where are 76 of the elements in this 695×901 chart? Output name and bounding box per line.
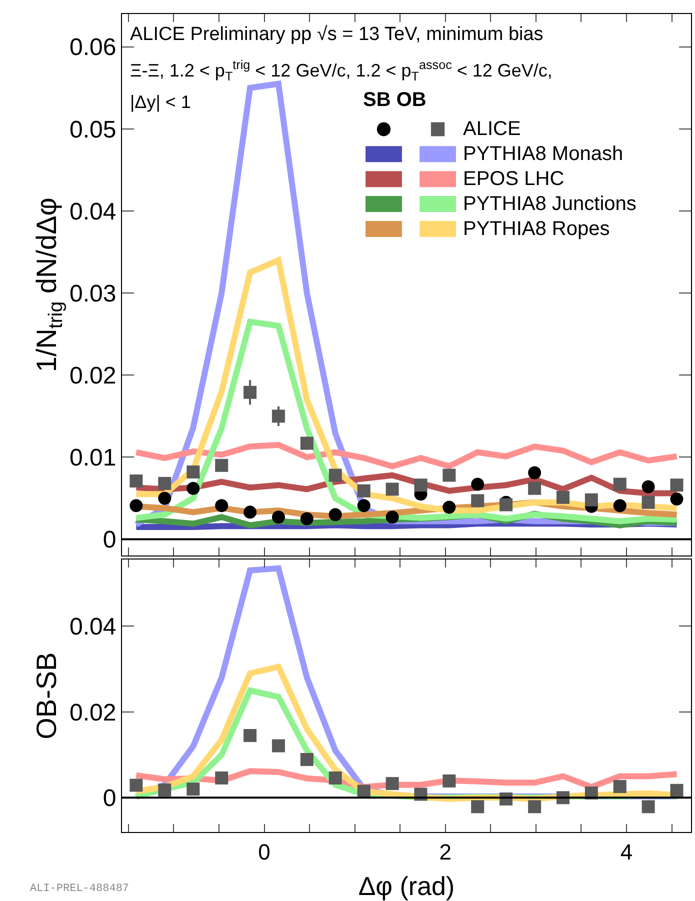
point <box>158 476 172 490</box>
y-tick-label: 0.02 <box>69 699 116 726</box>
point <box>528 800 542 814</box>
point <box>130 778 143 792</box>
point <box>642 480 655 494</box>
legend-label: EPOS LHC <box>463 168 564 190</box>
point <box>613 499 626 512</box>
point <box>442 774 456 788</box>
point <box>186 465 200 478</box>
point <box>215 458 228 472</box>
point <box>642 800 655 814</box>
legend-label: PYTHIA8 Ropes <box>463 218 610 240</box>
y-tick-label: 0.04 <box>69 614 116 641</box>
y-tick-label: 0.03 <box>69 280 116 308</box>
legend-label: PYTHIA8 Junctions <box>463 193 636 215</box>
y-tick-label: 0.05 <box>69 116 116 144</box>
y-tick-label: 0.02 <box>69 362 116 390</box>
legend-label: PYTHIA8 Monash <box>463 143 624 165</box>
x-axis-title: Δφ (rad) <box>358 871 455 901</box>
y-tick-label: 0 <box>102 526 116 554</box>
point <box>328 508 342 522</box>
point <box>272 410 285 423</box>
point <box>386 510 399 524</box>
point <box>642 496 655 509</box>
y-axis-title: OB-SB <box>31 652 62 740</box>
point <box>613 478 626 491</box>
point <box>613 780 626 794</box>
point <box>215 499 228 512</box>
point <box>442 500 456 514</box>
point <box>186 482 200 495</box>
point <box>414 478 428 492</box>
point <box>670 784 684 797</box>
point <box>158 783 172 796</box>
point <box>300 436 314 450</box>
point <box>130 474 143 488</box>
point <box>215 771 228 784</box>
point <box>386 777 399 790</box>
point <box>272 739 285 752</box>
x-tick-label: 2 <box>439 839 452 864</box>
x-tick-label: 0 <box>258 839 270 864</box>
point <box>300 753 314 766</box>
point <box>471 800 484 814</box>
point <box>386 482 399 496</box>
y-tick-label: 0 <box>102 785 116 812</box>
point <box>442 468 456 482</box>
legend-label: ALICE <box>463 118 521 140</box>
y-tick-label: 0.04 <box>69 198 116 226</box>
point <box>556 490 570 504</box>
point <box>244 506 257 519</box>
point <box>528 466 542 480</box>
point <box>471 478 484 491</box>
point <box>328 468 342 482</box>
point <box>584 493 598 506</box>
annotation: ALICE Preliminary pp √s = 13 TeV, minimum bias <box>130 24 544 45</box>
legend-title: SB OB <box>363 89 426 111</box>
point <box>300 512 314 526</box>
y-tick-label: 0.06 <box>69 34 116 62</box>
text: ALI-PREL-488487 <box>30 883 130 895</box>
point <box>244 729 257 742</box>
point <box>670 478 684 492</box>
x-tick-label: 4 <box>620 839 633 864</box>
point <box>130 499 143 512</box>
annotation: |Δy| < 1 <box>130 92 191 112</box>
annotation: Ξ-Ξ, 1.2 < p$_{T}$$^{trig}$ < 12 GeV/c, 1.2 < p$_{T}$$^{assoc}$ < 12 GeV/c, <box>130 58 552 84</box>
y-tick-label: 0.01 <box>69 444 116 472</box>
point <box>272 510 285 524</box>
point <box>357 499 370 512</box>
point <box>357 484 370 498</box>
point <box>186 782 200 796</box>
point <box>158 492 172 505</box>
point <box>471 494 484 508</box>
point <box>328 771 342 784</box>
point <box>670 492 684 506</box>
point <box>528 482 542 495</box>
point <box>500 498 513 512</box>
point <box>244 386 257 399</box>
